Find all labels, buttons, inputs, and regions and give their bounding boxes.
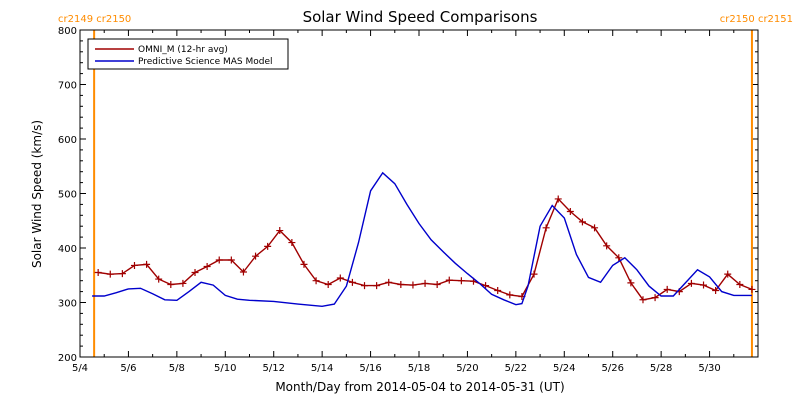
- data-point-omni: [385, 278, 393, 286]
- legend-label-mas: Predictive Science MAS Model: [138, 57, 273, 67]
- x-tick-label: 5/4: [72, 363, 88, 374]
- data-point-omni: [627, 279, 635, 287]
- x-axis-label: Month/Day from 2014-05-04 to 2014-05-31 …: [275, 380, 564, 394]
- data-point-omni: [506, 291, 514, 299]
- data-point-omni: [143, 260, 151, 268]
- data-point-omni: [663, 285, 671, 293]
- data-point-omni: [554, 195, 562, 203]
- data-point-omni: [239, 268, 247, 276]
- data-point-omni: [724, 270, 732, 278]
- data-point-omni: [252, 252, 260, 260]
- data-point-omni: [215, 256, 223, 264]
- x-tick-label: 5/10: [214, 363, 236, 374]
- data-point-omni: [591, 224, 599, 232]
- data-point-omni: [361, 282, 369, 290]
- data-point-omni: [494, 287, 502, 295]
- y-tick-label: 800: [58, 26, 77, 37]
- data-point-omni: [578, 218, 586, 226]
- data-point-omni: [542, 224, 550, 232]
- y-tick-label: 500: [58, 190, 77, 201]
- data-point-omni: [700, 281, 708, 289]
- ticks-layer: 200 300 400 500 600 700 800 5/4 5/6 5/8 5/10 5/12 5/…: [58, 26, 758, 374]
- data-point-omni: [130, 261, 138, 269]
- x-tick-label: 5/24: [553, 363, 575, 374]
- x-tick-label: 5/30: [698, 363, 720, 374]
- y-axis-label: Solar Wind Speed (km/s): [30, 120, 44, 268]
- data-point-omni: [639, 296, 647, 304]
- data-point-omni: [300, 260, 308, 268]
- x-tick-label: 5/20: [456, 363, 478, 374]
- data-point-omni: [397, 281, 405, 289]
- series-layer: [92, 171, 756, 308]
- data-point-omni: [155, 275, 163, 283]
- data-point-omni: [457, 277, 465, 285]
- data-point-omni: [409, 281, 417, 289]
- data-point-omni: [736, 281, 744, 289]
- data-point-omni: [748, 285, 756, 293]
- x-tick-label: 5/18: [408, 363, 430, 374]
- series-line-mas: [92, 171, 752, 308]
- data-point-omni: [227, 256, 235, 264]
- data-point-omni: [167, 281, 175, 289]
- y-tick-label: 700: [58, 81, 77, 92]
- data-point-omni: [203, 263, 211, 271]
- x-tick-label: 5/14: [311, 363, 333, 374]
- data-point-omni: [324, 281, 332, 289]
- data-point-omni: [566, 207, 574, 215]
- data-point-omni: [106, 270, 114, 278]
- plot-frame: [79, 29, 759, 358]
- data-point-omni: [603, 242, 611, 250]
- chart-title: Solar Wind Speed Comparisons: [303, 8, 538, 26]
- data-point-omni: [118, 270, 126, 278]
- x-tick-label: 5/6: [120, 363, 136, 374]
- data-point-omni: [373, 282, 381, 290]
- y-tick-label: 600: [58, 135, 77, 146]
- data-point-omni: [433, 281, 441, 289]
- legend-label-omni: OMNI_M (12-hr avg): [138, 45, 228, 55]
- data-point-omni: [312, 277, 320, 285]
- y-tick-label: 400: [58, 244, 77, 255]
- data-point-omni: [687, 279, 695, 287]
- carrington-markers: [93, 30, 753, 357]
- data-point-omni: [179, 279, 187, 287]
- x-tick-label: 5/8: [169, 363, 185, 374]
- x-tick-label: 5/26: [601, 363, 623, 374]
- carrington-label-left: cr2149 cr2150: [58, 14, 131, 25]
- data-point-omni: [421, 279, 429, 287]
- data-point-omni: [712, 287, 720, 295]
- x-tick-label: 5/12: [262, 363, 284, 374]
- y-tick-label: 300: [58, 299, 77, 310]
- data-point-omni: [482, 282, 490, 290]
- x-tick-label: 5/16: [359, 363, 381, 374]
- legend: OMNI_M (12-hr avg) Predictive Science MA…: [87, 38, 289, 70]
- data-point-omni: [94, 269, 102, 277]
- data-point-omni: [288, 239, 296, 247]
- data-point-omni: [615, 254, 623, 262]
- y-tick-label: 200: [58, 353, 77, 364]
- data-point-omni: [530, 270, 538, 278]
- data-point-omni: [651, 294, 659, 302]
- data-point-omni: [191, 269, 199, 277]
- data-point-omni: [264, 242, 272, 250]
- data-point-omni: [348, 278, 356, 286]
- data-point-omni: [445, 276, 453, 284]
- data-point-omni: [336, 274, 344, 282]
- x-tick-label: 5/28: [650, 363, 672, 374]
- x-tick-label: 5/22: [505, 363, 527, 374]
- data-point-omni: [276, 227, 284, 235]
- carrington-label-right: cr2150 cr2151: [720, 14, 793, 25]
- legend-box: [87, 38, 289, 70]
